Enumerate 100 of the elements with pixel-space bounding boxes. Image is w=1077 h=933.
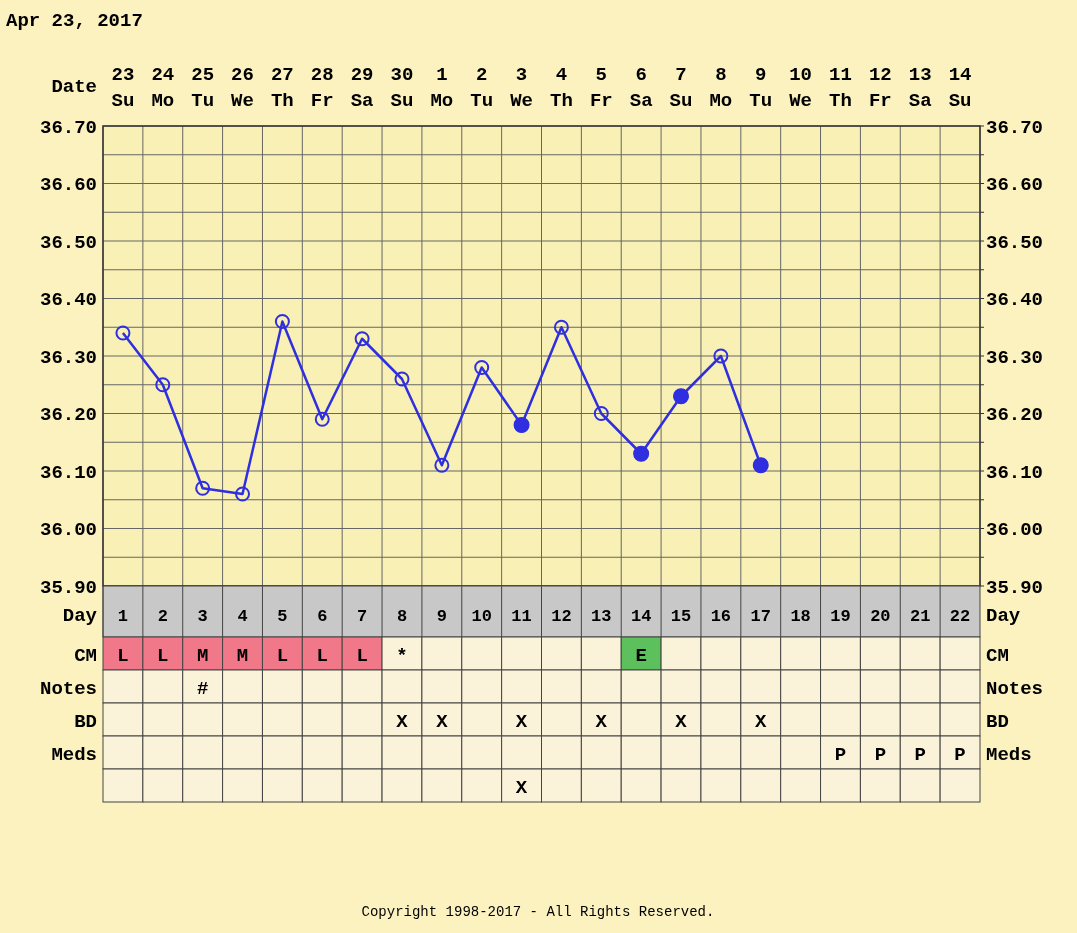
text: Copyright 1998-2017 - All Rights Reserved. (361, 904, 715, 920)
y2-tick-label: 36.70 (986, 116, 1044, 139)
y-tick-label: 36.40 (39, 289, 97, 312)
text: P (914, 744, 926, 766)
point (553, 319, 569, 335)
point (115, 325, 131, 341)
x-tick-label: 9 Tu (749, 64, 773, 112)
x-tick-label: 5 Fr (589, 64, 613, 112)
x-tick-label: 5 (277, 607, 288, 626)
text: L (356, 645, 368, 667)
x-tick-label: 29 Sa (350, 64, 374, 112)
y2-tick-label: 36.40 (986, 289, 1044, 312)
text: X (515, 711, 528, 733)
x-tick-label: 10 We (789, 64, 813, 112)
text: X (595, 711, 607, 733)
x-tick-label: 13 Sa (908, 64, 932, 112)
x-tick-label: 17 (750, 607, 771, 626)
x-tick-label: 24 Mo (151, 64, 175, 112)
x-tick-label: 1 Mo (430, 64, 454, 112)
x-tick-label: 19 (830, 607, 851, 626)
x-tick-label: 12 Fr (868, 64, 892, 112)
text: L (316, 645, 328, 667)
y2-tick-label: BD (986, 711, 1009, 733)
y-tick-label: 36.30 (39, 346, 97, 369)
x-tick-label: 21 (910, 607, 931, 626)
x-tick-label: 2 (157, 607, 168, 626)
text: L (117, 645, 129, 667)
y2-tick-label: Notes (986, 678, 1044, 700)
text: * (396, 645, 408, 667)
point (593, 406, 609, 421)
y-tick-label: 36.20 (39, 404, 97, 427)
x-axis-title: Day (62, 605, 98, 627)
x-tick-label: 6 Sa (629, 64, 653, 112)
x-tick-label: 8 (396, 607, 408, 626)
text: P (954, 744, 966, 766)
x-tick-label: 25 Tu (191, 64, 215, 112)
x-tick-label: 3 (197, 607, 208, 626)
x-tick-label: 13 (591, 607, 612, 626)
text: X (515, 777, 528, 799)
y-tick-label: 36.70 (39, 116, 97, 139)
x-tick-label: 2 Tu (470, 64, 494, 112)
y2-tick-label: 36.20 (986, 404, 1044, 427)
point (394, 371, 410, 387)
point (713, 348, 729, 364)
y2-tick-label: Meds (986, 744, 1032, 766)
x-tick-label: 10 (471, 607, 492, 626)
x-tick-label: 26 We (231, 64, 254, 112)
point (155, 377, 171, 393)
y-tick-label: 36.50 (39, 231, 97, 254)
y2-tick-label: 36.60 (986, 174, 1044, 197)
point (354, 331, 370, 347)
point (274, 314, 290, 329)
point (314, 411, 330, 427)
x-tick-label: 30 Su (390, 64, 414, 112)
x-tick-label: 14 Su (948, 64, 972, 112)
point (235, 486, 251, 502)
x-tick-label: 28 Fr (310, 64, 334, 112)
y2-tick-label: 35.90 (986, 576, 1044, 599)
x-tick-label: 14 (630, 607, 652, 626)
x-tick-label: 7 (357, 607, 368, 626)
x-tick-label: 7 Su (669, 64, 693, 112)
x-tick-label: 20 (870, 607, 891, 626)
chart-title: Apr 23, 2017 (6, 10, 143, 32)
text: X (755, 711, 767, 733)
x-tick-label: 6 (317, 607, 328, 626)
x-tick-label: 27 Th (270, 64, 294, 112)
y-tick-label: 36.10 (39, 461, 97, 484)
text: X (675, 711, 687, 733)
text: X (436, 711, 448, 733)
x-tick-label: 3 We (510, 64, 533, 112)
y-tick-label: Meds (51, 744, 97, 766)
y2-tick-label: 36.00 (986, 519, 1044, 542)
x-tick-label: 1 (117, 607, 129, 626)
y2-tick-label: CM (986, 645, 1009, 667)
text: L (157, 645, 169, 667)
text: # (196, 678, 209, 700)
y2-tick-label: 36.10 (986, 461, 1044, 484)
point (195, 480, 211, 496)
text: Day (986, 605, 1021, 627)
point (434, 457, 450, 473)
x-tick-label: 22 (949, 607, 971, 626)
text: P (834, 744, 847, 766)
x-tick-label: 16 (710, 607, 732, 626)
text: P (874, 744, 887, 766)
x-tick-label: 4 (237, 607, 248, 626)
y2-tick-label: 36.50 (986, 231, 1044, 254)
x-tick-label: 12 (551, 607, 572, 626)
y-tick-label: Notes (39, 678, 97, 700)
text: M (196, 645, 209, 667)
point (474, 360, 490, 375)
text: L (276, 645, 289, 667)
text: M (236, 645, 249, 667)
x-tick-label: 4 Th (550, 64, 573, 112)
y-tick-label: BD (74, 711, 97, 733)
x-tick-label: 18 (790, 607, 811, 626)
y-tick-label: 36.00 (39, 519, 97, 542)
text: E (635, 645, 647, 667)
x-axis-title: Date (51, 76, 97, 98)
x-tick-label: 8 Mo (709, 64, 733, 112)
y-tick-label: 36.60 (39, 174, 97, 197)
